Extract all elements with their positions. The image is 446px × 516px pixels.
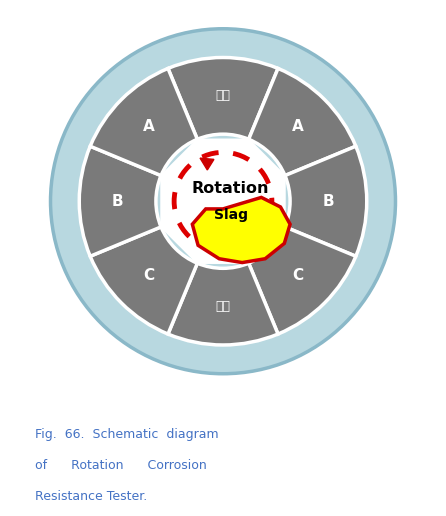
Wedge shape xyxy=(249,227,356,334)
Text: 기존: 기존 xyxy=(215,300,231,313)
Text: Rotation: Rotation xyxy=(192,181,269,196)
Wedge shape xyxy=(90,69,197,175)
Text: 기존: 기존 xyxy=(215,89,231,102)
Wedge shape xyxy=(249,69,356,175)
Text: Resistance Tester.: Resistance Tester. xyxy=(35,490,147,503)
Text: B: B xyxy=(322,194,334,209)
Text: Slag: Slag xyxy=(214,207,248,222)
Text: C: C xyxy=(143,268,154,283)
Text: A: A xyxy=(143,119,154,134)
Text: Fig.  66.  Schematic  diagram: Fig. 66. Schematic diagram xyxy=(35,428,219,441)
Text: B: B xyxy=(112,194,124,209)
Polygon shape xyxy=(192,198,290,263)
Text: of      Rotation      Corrosion: of Rotation Corrosion xyxy=(35,459,207,472)
Wedge shape xyxy=(285,146,367,256)
Wedge shape xyxy=(168,263,278,345)
Wedge shape xyxy=(168,57,278,139)
Text: C: C xyxy=(292,268,303,283)
Circle shape xyxy=(50,29,396,374)
Wedge shape xyxy=(79,146,161,256)
Text: A: A xyxy=(292,119,303,134)
Polygon shape xyxy=(200,158,214,170)
Polygon shape xyxy=(161,140,285,263)
Wedge shape xyxy=(90,227,197,334)
